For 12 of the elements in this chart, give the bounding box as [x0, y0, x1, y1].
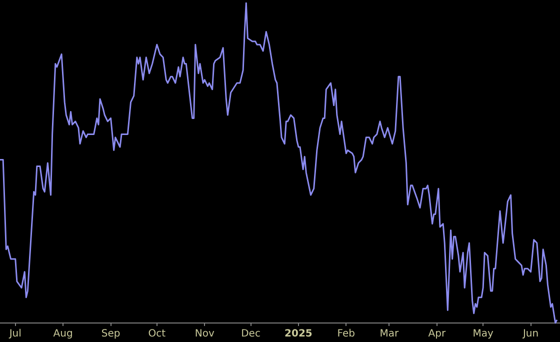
x-tick-label: Dec [241, 328, 260, 340]
x-tick-label: Jul [8, 328, 22, 340]
x-tick-label: Nov [194, 328, 214, 340]
x-tick-label: May [472, 328, 494, 340]
x-tick-label: 2025 [284, 328, 312, 340]
x-tick-label: Apr [428, 328, 446, 340]
x-tick-label: Feb [337, 328, 356, 340]
x-tick-label: Aug [53, 328, 73, 340]
x-tick-label: Mar [380, 328, 400, 340]
x-tick-label: Sep [101, 328, 120, 340]
x-tick-label: Oct [148, 328, 166, 340]
x-tick-label: Jun [522, 328, 539, 340]
